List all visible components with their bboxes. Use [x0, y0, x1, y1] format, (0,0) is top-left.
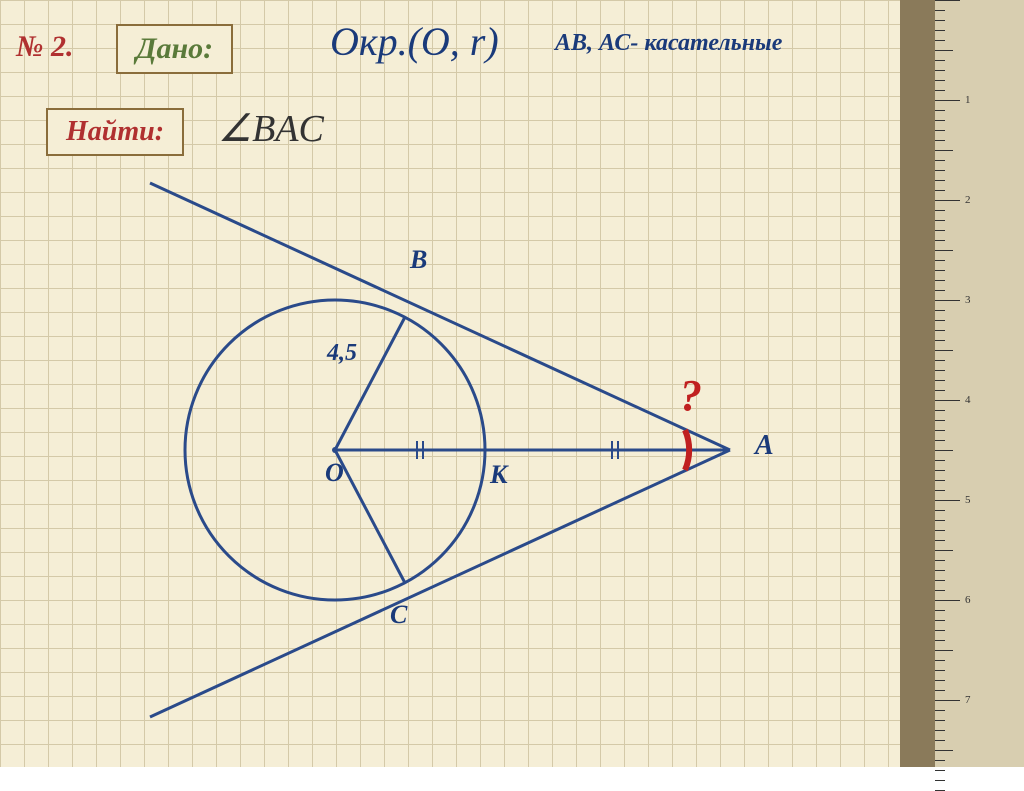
ruler-right-strip: 1234567	[935, 0, 1024, 767]
ruler-left-strip	[900, 0, 935, 767]
okr-text-content: Окр.(О, r)	[330, 19, 499, 64]
tangent-note: АВ, АС- касательные	[555, 30, 782, 57]
question-mark: ?	[680, 370, 702, 421]
diagram-svg	[50, 170, 850, 750]
naiti-box: Найти:	[46, 108, 184, 156]
ruler-panel: 1234567	[900, 0, 1024, 767]
dano-box: Дано:	[116, 24, 233, 74]
point-label-K: К	[490, 460, 508, 490]
problem-number: № 2.	[16, 30, 73, 64]
geometry-diagram: B 4,5 О К А C ?	[50, 170, 850, 750]
point-label-B: B	[410, 245, 427, 275]
radius-label: 4,5	[327, 340, 357, 367]
angle-expression: ∠BAC	[218, 106, 324, 151]
dano-label: Дано:	[136, 32, 213, 65]
okr-expression: Окр.(О, r)	[330, 18, 499, 65]
point-label-A: А	[755, 430, 774, 462]
naiti-label: Найти:	[66, 116, 164, 147]
point-label-C: C	[390, 600, 407, 630]
point-label-O: О	[325, 458, 344, 488]
